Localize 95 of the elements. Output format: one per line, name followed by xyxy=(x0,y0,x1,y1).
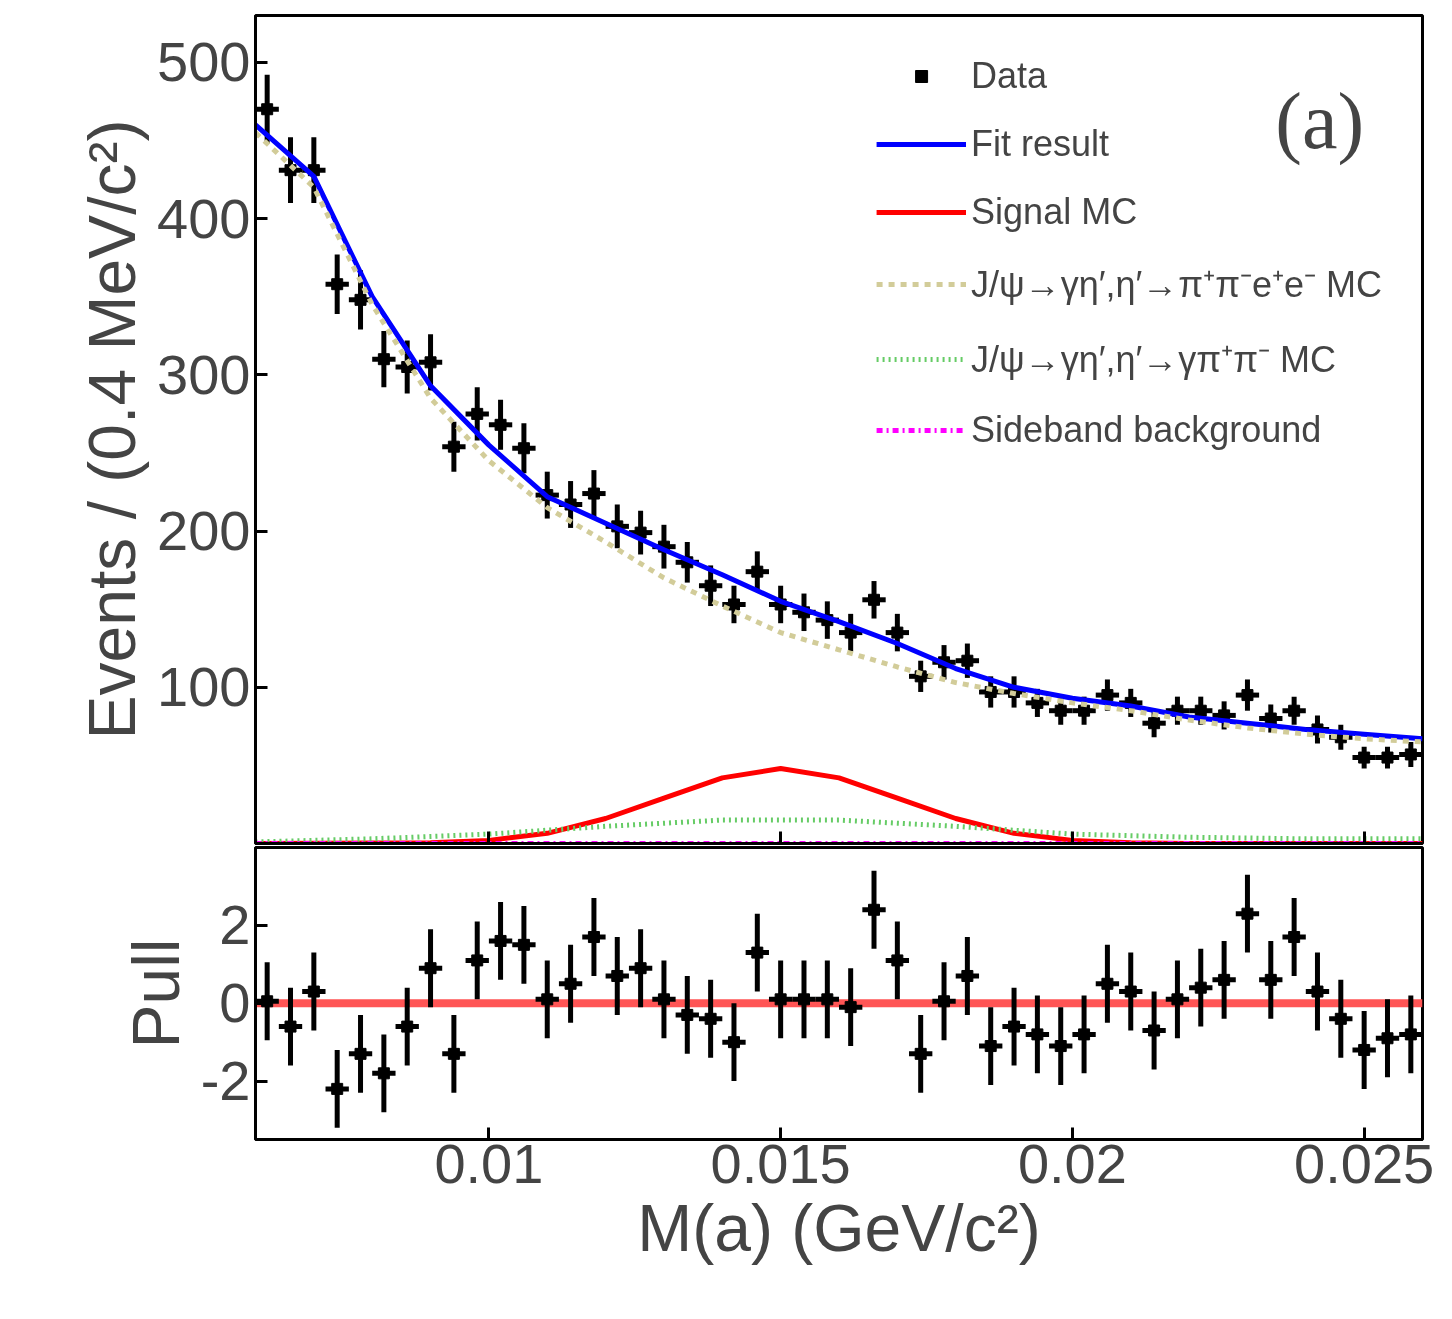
point xyxy=(331,1082,344,1095)
legend-label: J/ψ→γη′,η′→π⁺π⁻e⁺e⁻ MC xyxy=(971,263,1382,307)
point xyxy=(1194,704,1207,717)
point xyxy=(1358,751,1371,764)
point xyxy=(727,598,740,611)
y-tick-label: 2 xyxy=(219,893,251,957)
point xyxy=(868,903,881,916)
y-tick-label: 300 xyxy=(157,342,251,406)
point xyxy=(377,1067,390,1080)
annotation: (a) xyxy=(1275,76,1365,166)
point xyxy=(914,1047,927,1060)
point xyxy=(1218,973,1231,986)
point xyxy=(868,593,881,606)
x-tick-label: 0.025 xyxy=(1294,1131,1435,1195)
point xyxy=(564,977,577,990)
y-tick-label: 100 xyxy=(157,655,251,719)
point xyxy=(424,962,437,975)
point xyxy=(1078,704,1091,717)
point xyxy=(1358,1043,1371,1056)
point xyxy=(1054,1040,1067,1053)
point xyxy=(354,1047,367,1060)
point xyxy=(447,1047,460,1060)
point xyxy=(1241,689,1254,702)
legend-label: Signal MC xyxy=(971,191,1138,233)
point xyxy=(797,993,810,1006)
point xyxy=(727,1036,740,1049)
y-tick-label: 200 xyxy=(157,499,251,563)
y-axis-title: Pull xyxy=(118,938,193,1049)
point xyxy=(1381,1032,1394,1045)
point xyxy=(517,442,530,455)
point xyxy=(774,993,787,1006)
point xyxy=(961,654,974,667)
point xyxy=(844,1001,857,1014)
point xyxy=(517,938,530,951)
point xyxy=(1288,704,1301,717)
point xyxy=(1334,1012,1347,1025)
point xyxy=(1264,712,1277,725)
point xyxy=(1124,985,1137,998)
point xyxy=(541,993,554,1006)
point xyxy=(751,946,764,959)
point xyxy=(704,579,717,592)
point xyxy=(681,1008,694,1021)
point xyxy=(494,418,507,431)
point xyxy=(704,1012,717,1025)
point xyxy=(1031,1028,1044,1041)
point xyxy=(751,565,764,578)
point xyxy=(307,985,320,998)
point xyxy=(1101,689,1114,702)
point xyxy=(471,407,484,420)
point xyxy=(1078,1028,1091,1041)
point xyxy=(447,440,460,453)
point xyxy=(401,1020,414,1033)
y-tick-label: -2 xyxy=(200,1049,251,1113)
point xyxy=(494,934,507,947)
point xyxy=(657,993,670,1006)
point xyxy=(891,626,904,639)
legend-label: J/ψ→γη′,η′→γπ⁺π⁻ MC xyxy=(971,338,1336,382)
point xyxy=(1148,1024,1161,1037)
point xyxy=(1054,704,1067,717)
point xyxy=(1381,751,1394,764)
point xyxy=(1101,977,1114,990)
point xyxy=(1404,1028,1417,1041)
y-tick-label: 500 xyxy=(157,30,251,94)
point xyxy=(354,293,367,306)
point xyxy=(587,931,600,944)
point xyxy=(1288,931,1301,944)
point xyxy=(961,969,974,982)
legend-label: Sideband background xyxy=(971,409,1322,451)
point xyxy=(821,993,834,1006)
point xyxy=(634,962,647,975)
point xyxy=(1194,981,1207,994)
point xyxy=(1241,907,1254,920)
point xyxy=(1404,748,1417,761)
y-tick-label: 0 xyxy=(219,971,251,1035)
point xyxy=(284,1020,297,1033)
legend-label: Data xyxy=(971,55,1048,97)
point xyxy=(984,1040,997,1053)
point xyxy=(424,356,437,369)
point xyxy=(938,995,951,1008)
point xyxy=(587,487,600,500)
point xyxy=(1008,1020,1021,1033)
point xyxy=(471,954,484,967)
point xyxy=(891,954,904,967)
y-axis-title: Events / (0.4 MeV/c²) xyxy=(75,119,150,740)
y-tick-label: 400 xyxy=(157,186,251,250)
point xyxy=(1171,993,1184,1006)
point xyxy=(1148,717,1161,730)
x-tick-label: 0.01 xyxy=(434,1131,544,1195)
point xyxy=(331,278,344,291)
point xyxy=(261,103,274,116)
point xyxy=(611,969,624,982)
point xyxy=(377,353,390,366)
point xyxy=(1264,973,1277,986)
legend-label: Fit result xyxy=(971,123,1110,165)
point xyxy=(1311,985,1324,998)
